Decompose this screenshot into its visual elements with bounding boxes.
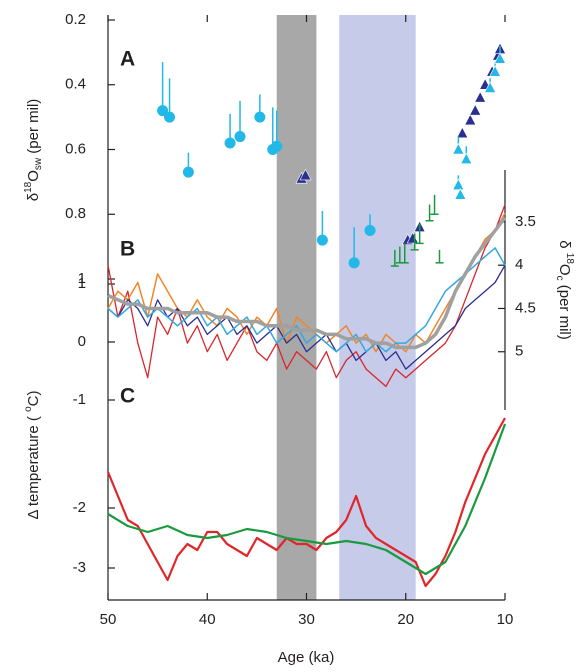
- label-part: O: [556, 264, 573, 276]
- data-point: [299, 168, 312, 181]
- label-part: 18: [564, 253, 575, 265]
- y-axis-label: Δ temperature ( oC): [23, 391, 42, 520]
- x-tick-label: 40: [199, 611, 216, 628]
- y-tick-label: 0: [78, 333, 86, 350]
- shading-layer: [276, 15, 416, 600]
- data-point: [224, 137, 236, 149]
- y2-tick-label: 5: [515, 343, 523, 360]
- label-part: Δ temperature (: [25, 412, 42, 520]
- x-tick-label: 20: [397, 611, 414, 628]
- y2-axis-label: δ 18Oc (per mil): [554, 240, 575, 340]
- data-point: [469, 104, 482, 116]
- data-line: [106, 417, 506, 588]
- data-point: [254, 111, 266, 123]
- panel-letter: A: [120, 48, 135, 71]
- x-tick-label: 10: [497, 611, 514, 628]
- label-part: (per mil): [25, 99, 42, 158]
- shaded-interval: [339, 15, 416, 600]
- data-point: [234, 131, 246, 143]
- y-tick-label: 0.6: [65, 140, 86, 157]
- data-point: [164, 111, 176, 123]
- data-point: [454, 188, 467, 200]
- y-tick-label: -3: [73, 559, 86, 576]
- data-point: [474, 91, 487, 103]
- label-part: o: [23, 406, 34, 412]
- y-tick-label: 0.8: [65, 205, 86, 222]
- data-point: [316, 234, 328, 246]
- y-axis-label: δ18Osw (per mil): [23, 99, 44, 202]
- data-line: [107, 216, 507, 350]
- y-tick-label: 1: [78, 275, 86, 292]
- y2-tick-label: 4: [515, 256, 523, 273]
- shaded-interval: [276, 15, 317, 600]
- x-tick-label: 30: [298, 611, 315, 628]
- data-point: [456, 126, 469, 139]
- y2-tick-label: 4.5: [515, 299, 536, 316]
- label-part: C): [25, 391, 42, 407]
- label-part: δ: [25, 193, 42, 201]
- y-tick-label: 0.2: [65, 11, 86, 28]
- data-point: [348, 257, 360, 269]
- data-point: [182, 166, 194, 178]
- data-point: [494, 52, 507, 64]
- data-point: [452, 142, 465, 155]
- data-point: [460, 152, 473, 165]
- data-point: [489, 65, 502, 77]
- data-point: [157, 105, 169, 117]
- y-tick-label: 1: [78, 270, 86, 287]
- panel-letter: C: [120, 385, 135, 408]
- data-point: [406, 231, 419, 244]
- label-part: O: [25, 170, 42, 182]
- label-part: c: [554, 276, 565, 281]
- panel-letter: B: [120, 238, 135, 261]
- label-part: (per mil): [556, 281, 573, 340]
- data-line: [107, 423, 507, 576]
- label-part: 18: [23, 181, 34, 193]
- data-point: [271, 140, 283, 152]
- data-point: [364, 224, 376, 236]
- label-part: sw: [33, 157, 44, 170]
- y-tick-label: 0.4: [65, 76, 86, 93]
- y2-tick-label: 3.5: [515, 213, 536, 230]
- data-line: [107, 212, 506, 353]
- data-point: [464, 113, 477, 126]
- data-line: [107, 247, 506, 353]
- data-line: [107, 204, 506, 388]
- y-tick-label: -1: [73, 391, 86, 408]
- x-tick-label: 50: [100, 611, 117, 628]
- data-point: [484, 81, 497, 93]
- data-point: [452, 178, 465, 190]
- x-axis-label: Age (ka): [278, 649, 335, 666]
- y-tick-label: -2: [73, 499, 86, 516]
- label-part: δ: [556, 240, 573, 253]
